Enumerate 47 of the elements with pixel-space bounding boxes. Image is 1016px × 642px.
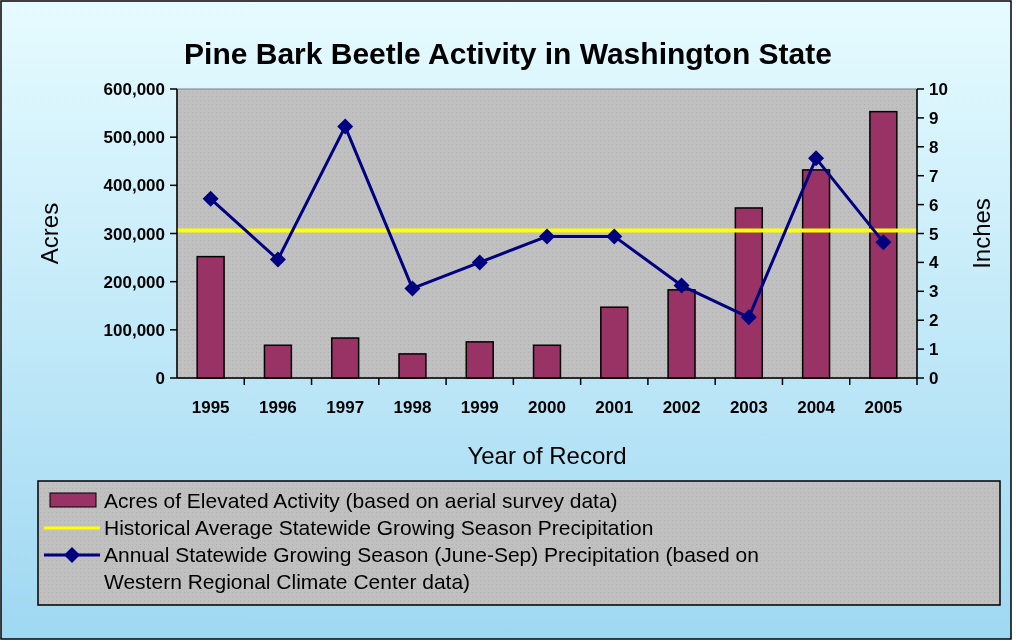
y-tick-label: 300,000 [103,224,165,244]
y2-tick-label: 9 [929,108,939,128]
point [875,234,892,251]
y-tick-label: 100,000 [103,320,165,340]
y2-tick-label: 0 [929,369,939,388]
y-tick-label: 600,000 [103,80,165,99]
x-tick-label: 2003 [729,398,768,417]
point [202,190,219,207]
legend-label: Historical Average Statewide Growing Season Precipitation [104,516,654,539]
y2-tick-label: 10 [929,80,948,99]
point [673,277,690,294]
x-tick-label: 2000 [528,398,566,417]
legend-label: Acres of Elevated Activity (based on aerial survey data) [104,489,618,512]
y2-tick-label: 4 [929,253,939,273]
point [337,118,354,135]
x-tick-label: 1995 [191,398,230,417]
point [808,150,825,167]
point [539,228,555,245]
y2-tick-label: 1 [929,340,939,360]
x-tick-label: 2002 [662,398,701,417]
point [269,251,286,268]
x-tick-label: 2001 [595,398,634,417]
y2-tick-label: 7 [929,166,939,186]
y-tick-label: 0 [155,369,165,388]
x-axis-title: Year of Record [467,442,627,469]
point [606,228,623,245]
x-tick-label: 1996 [259,398,297,417]
y2-tick-label: 8 [929,137,939,157]
point [471,254,488,271]
y2-tick-label: 3 [929,282,939,302]
y2-tick-label: 6 [929,195,939,215]
y-tick-label: 500,000 [103,128,165,148]
y-tick-label: 400,000 [103,176,165,196]
point [740,309,757,326]
legend-label: Annual Statewide Growing Season (June-Sep) Precipitation (based on Western Regional Climate Center data) [104,543,759,593]
y2-tick-label: 5 [929,224,939,244]
point [404,280,421,297]
x-tick-label: 1997 [326,398,365,417]
y2-tick-label: 2 [929,311,939,331]
x-tick-label: 1998 [393,398,432,417]
x-tick-label: 2004 [797,398,836,417]
x-tick-label: 1999 [460,398,499,417]
chart-title: Pine Bark Beetle Activity in Washington State [184,37,832,70]
y-axis-title: Acres [36,202,63,265]
x-tick-label: 2005 [864,398,903,417]
y2-axis-title: Inches [968,198,995,269]
y-tick-label: 200,000 [103,272,165,292]
